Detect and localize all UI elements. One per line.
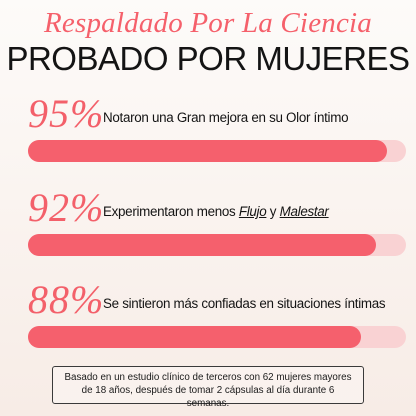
headline: Respaldado Por La Ciencia	[43, 7, 372, 39]
stat-percent: 92%	[28, 185, 105, 230]
stat-emphasis-flujo: Flujo	[238, 204, 267, 219]
stat-description: Experimentaron menos Flujo y Malestar	[103, 203, 329, 221]
stat-row: 88% Se sintieron más confiadas en situac…	[28, 278, 408, 322]
stat-description: Se sintieron más confiadas en situacione…	[103, 295, 386, 313]
stat-emphasis-malestar: Malestar	[279, 204, 329, 219]
stat-row: 92% Experimentaron menos Flujo y Malesta…	[28, 186, 408, 230]
progress-bar-track	[28, 326, 406, 348]
progress-bar-fill	[28, 234, 376, 256]
stat-text: Se sintieron más confiadas en situacione…	[103, 296, 386, 311]
stat-description: Notaron una Gran mejora en su Olor íntim…	[103, 109, 349, 127]
stat-2: 92% Experimentaron menos Flujo y Malesta…	[28, 186, 408, 266]
subheadline: PROBADO POR MUJERES	[6, 40, 410, 77]
progress-bar-fill	[28, 326, 361, 348]
progress-bar-track	[28, 140, 406, 162]
stat-text: Notaron una Gran mejora en su Olor íntim…	[103, 110, 349, 125]
study-footnote: Basado en un estudio clínico de terceros…	[52, 366, 364, 409]
stat-percent: 88%	[28, 277, 105, 322]
stat-joiner: y	[266, 204, 280, 219]
progress-bar-fill	[28, 140, 388, 162]
stat-3: 88% Se sintieron más confiadas en situac…	[28, 278, 408, 358]
stat-percent: 95%	[28, 91, 105, 136]
stat-1: 95% Notaron una Gran mejora en su Olor í…	[28, 92, 408, 172]
stat-row: 95% Notaron una Gran mejora en su Olor í…	[28, 92, 408, 136]
progress-bar-track	[28, 234, 406, 256]
stat-text: Experimentaron menos	[103, 204, 239, 219]
